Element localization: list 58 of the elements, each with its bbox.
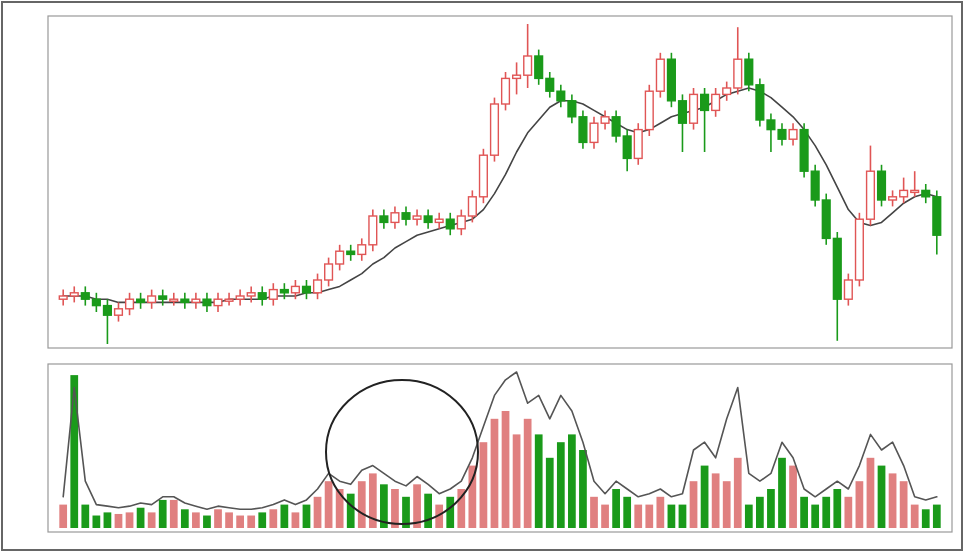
candlestick bbox=[301, 279, 312, 300]
candlestick bbox=[346, 244, 356, 262]
candlestick bbox=[268, 282, 278, 307]
bar bbox=[59, 504, 68, 528]
bar bbox=[291, 512, 300, 528]
bar bbox=[114, 513, 123, 528]
bar bbox=[424, 493, 432, 528]
bar bbox=[158, 499, 167, 528]
candlestick bbox=[390, 205, 400, 230]
bar bbox=[523, 418, 532, 528]
bar bbox=[391, 489, 399, 528]
bar bbox=[479, 442, 488, 528]
bar bbox=[855, 481, 864, 528]
bar bbox=[700, 465, 709, 528]
bar bbox=[269, 509, 278, 528]
bar bbox=[103, 512, 112, 528]
candlestick bbox=[445, 212, 455, 236]
candlestick bbox=[147, 288, 157, 310]
candlestick bbox=[401, 205, 411, 227]
bar bbox=[789, 465, 797, 528]
candlestick bbox=[688, 87, 699, 131]
bar bbox=[501, 411, 510, 528]
bar bbox=[888, 473, 897, 528]
bar bbox=[380, 484, 388, 528]
candlestick bbox=[788, 122, 798, 147]
bar bbox=[125, 512, 134, 528]
candlestick bbox=[257, 285, 267, 307]
bar bbox=[490, 418, 499, 528]
candlestick bbox=[700, 87, 710, 153]
bar bbox=[147, 512, 156, 528]
bar bbox=[866, 457, 875, 528]
bar bbox=[192, 512, 200, 528]
bar bbox=[413, 484, 421, 528]
bar bbox=[402, 496, 410, 528]
bar bbox=[180, 509, 189, 528]
bar bbox=[313, 496, 322, 528]
candlestick bbox=[191, 292, 201, 310]
candlestick bbox=[379, 208, 389, 230]
bar bbox=[877, 465, 886, 528]
candlestick bbox=[180, 292, 190, 310]
bar bbox=[203, 515, 211, 528]
candlestick bbox=[423, 208, 433, 230]
candlestick bbox=[876, 164, 887, 208]
bar bbox=[512, 434, 521, 528]
bar bbox=[844, 496, 853, 528]
bar bbox=[280, 504, 289, 528]
bar bbox=[335, 489, 344, 528]
candlestick bbox=[169, 292, 179, 307]
bar bbox=[346, 493, 355, 528]
bar bbox=[435, 504, 444, 528]
bar bbox=[324, 481, 333, 528]
candlestick bbox=[202, 292, 212, 313]
bar bbox=[169, 499, 178, 528]
bar bbox=[258, 512, 267, 528]
candlestick bbox=[434, 212, 444, 230]
candlestick bbox=[290, 279, 300, 300]
bar bbox=[689, 481, 698, 528]
bar bbox=[446, 496, 455, 528]
